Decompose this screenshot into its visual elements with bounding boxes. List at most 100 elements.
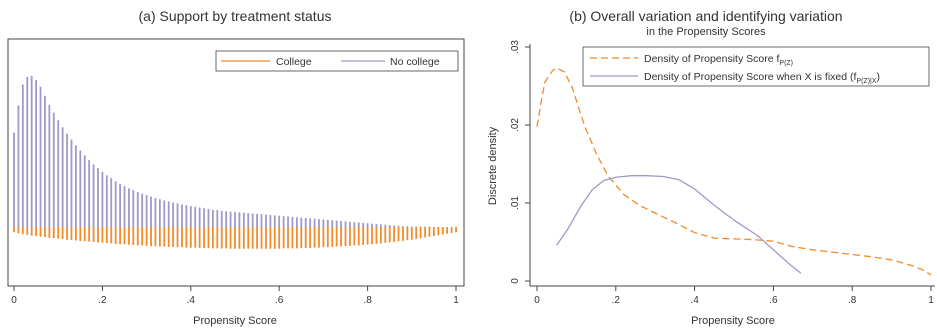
bar-no-college [239, 212, 241, 227]
bar-college [225, 227, 227, 248]
panel-b-x-tick-label: 1 [928, 295, 934, 306]
bar-college [115, 227, 117, 244]
bar-no-college [119, 184, 121, 227]
legend-density-fixed-label: Density of Propensity Score when X is fi… [644, 71, 880, 85]
panel-b-x-tick-label: .8 [848, 295, 857, 306]
bar-college [437, 227, 439, 235]
bar-college [309, 227, 311, 248]
bar-no-college [300, 218, 302, 227]
bar-no-college [128, 188, 130, 227]
bar-no-college [194, 207, 196, 227]
bar-college [22, 227, 24, 234]
bar-no-college [124, 186, 126, 227]
bar-college [265, 227, 267, 249]
bar-no-college [53, 113, 55, 227]
bar-no-college [106, 175, 108, 227]
bar-no-college [48, 105, 50, 227]
panel-b-x-tick-label: .4 [690, 295, 699, 306]
bar-college [163, 227, 165, 247]
bar-college [384, 227, 386, 243]
bar-no-college [406, 226, 408, 227]
bar-no-college [177, 203, 179, 227]
bar-no-college [384, 225, 386, 227]
bar-no-college [230, 212, 232, 227]
bar-college [367, 227, 369, 245]
bar-college [155, 227, 157, 246]
legend-no-college-label: No college [390, 56, 440, 68]
bar-college [305, 227, 307, 248]
bar-college [274, 227, 276, 249]
bar-college [35, 227, 37, 236]
bar-college [353, 227, 355, 245]
panel-a-legend: College No college [216, 51, 458, 71]
bar-college [221, 227, 223, 248]
panel-b-y-tick-label: 0 [510, 278, 521, 284]
bar-no-college [84, 155, 86, 227]
panel-b-x-tick-label: .2 [612, 295, 621, 306]
panel-a-x-tick-label: .6 [275, 295, 284, 306]
bar-college [300, 227, 302, 248]
legend-college-label: College [276, 56, 312, 68]
bar-no-college [163, 200, 165, 227]
panel-a-x-tick-label: .2 [98, 295, 107, 306]
bar-no-college [216, 210, 218, 227]
bar-college [442, 227, 444, 235]
bar-college [66, 227, 68, 240]
bar-college [181, 227, 183, 247]
bar-no-college [371, 224, 373, 227]
bar-no-college [110, 178, 112, 227]
bar-college [31, 227, 33, 236]
bar-no-college [155, 198, 157, 227]
bar-college [340, 227, 342, 247]
bar-no-college [132, 190, 134, 227]
bar-no-college [256, 214, 258, 227]
bar-college [168, 227, 170, 247]
bar-no-college [362, 223, 364, 227]
bar-college [389, 227, 391, 242]
bar-college [424, 227, 426, 238]
bar-no-college [93, 164, 95, 227]
bar-college [247, 227, 249, 249]
bar-college [57, 227, 59, 239]
bar-college [345, 227, 347, 246]
bar-college [79, 227, 81, 241]
bar-college [110, 227, 112, 244]
panel-b-y-axis-label: Discrete density [487, 126, 499, 205]
bar-college [71, 227, 73, 240]
bar-college [208, 227, 210, 248]
bar-no-college [44, 96, 46, 227]
panel-a-x-axis-label: Propensity Score [193, 315, 277, 327]
bar-no-college [190, 206, 192, 227]
bar-college [137, 227, 139, 245]
bar-no-college [389, 225, 391, 227]
bar-no-college [274, 215, 276, 227]
bar-college [172, 227, 174, 247]
bar-college [239, 227, 241, 249]
bar-college [75, 227, 77, 241]
bar-college [203, 227, 205, 248]
panel-a-x-tick-label: 1 [453, 295, 459, 306]
bar-no-college [203, 208, 205, 227]
bar-no-college [62, 127, 64, 227]
bar-college [261, 227, 263, 249]
panel-b-y-tick-label: .03 [510, 40, 521, 54]
bar-no-college [13, 133, 15, 228]
bar-no-college [265, 215, 267, 227]
bar-no-college [137, 192, 139, 227]
legend-density-fixed-text: Density of Propensity Score when X is fi… [644, 71, 857, 83]
bar-no-college [283, 216, 285, 227]
bar-college [230, 227, 232, 249]
bar-college [269, 227, 271, 249]
bar-no-college [292, 217, 294, 227]
panel-b-legend: Density of Propensity Score fP(Z) Densit… [583, 47, 929, 86]
bar-no-college [181, 205, 183, 228]
bar-college [53, 227, 55, 238]
legend-density-fixed-subscript: P(Z)|X [856, 78, 876, 85]
panel-a-x-tick-label: 0 [11, 295, 17, 306]
bar-no-college [97, 168, 99, 227]
bar-college [26, 227, 28, 235]
bar-college [278, 227, 280, 249]
bar-no-college [208, 209, 210, 227]
bar-no-college [367, 223, 369, 227]
